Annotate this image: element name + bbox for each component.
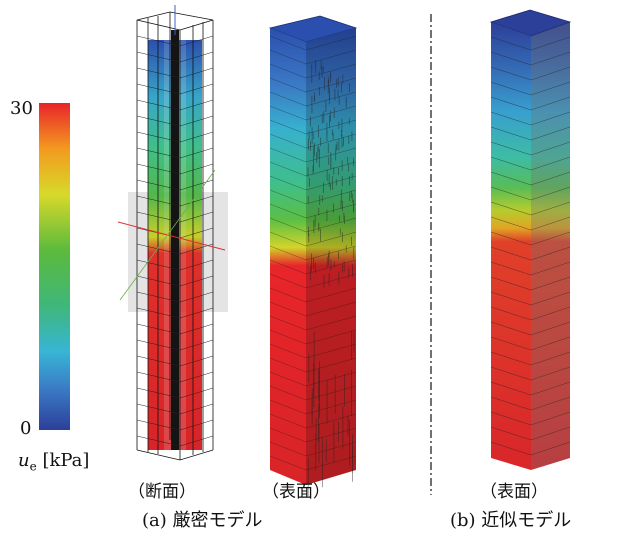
legend-min-label: 0 — [20, 418, 32, 439]
unit-subscript: e — [29, 459, 37, 474]
panel-a-surface-view — [268, 15, 358, 496]
panel-b-label: （表面） — [480, 482, 548, 502]
unit-text: [kPa] — [42, 450, 90, 471]
panel-a-section-view — [117, 5, 228, 461]
unit-symbol: u — [18, 450, 30, 471]
legend-unit-label: ue [kPa] — [18, 452, 89, 473]
panel-a1-label: （断面） — [128, 482, 196, 502]
legend-max-label: 30 — [10, 98, 33, 119]
caption-a: (a) 厳密モデル — [142, 510, 263, 531]
panel-a2-label: （表面） — [262, 482, 330, 502]
panel-b-surface-view — [489, 9, 572, 470]
legend-colorbar — [39, 103, 70, 430]
caption-b: (b) 近似モデル — [450, 510, 572, 531]
